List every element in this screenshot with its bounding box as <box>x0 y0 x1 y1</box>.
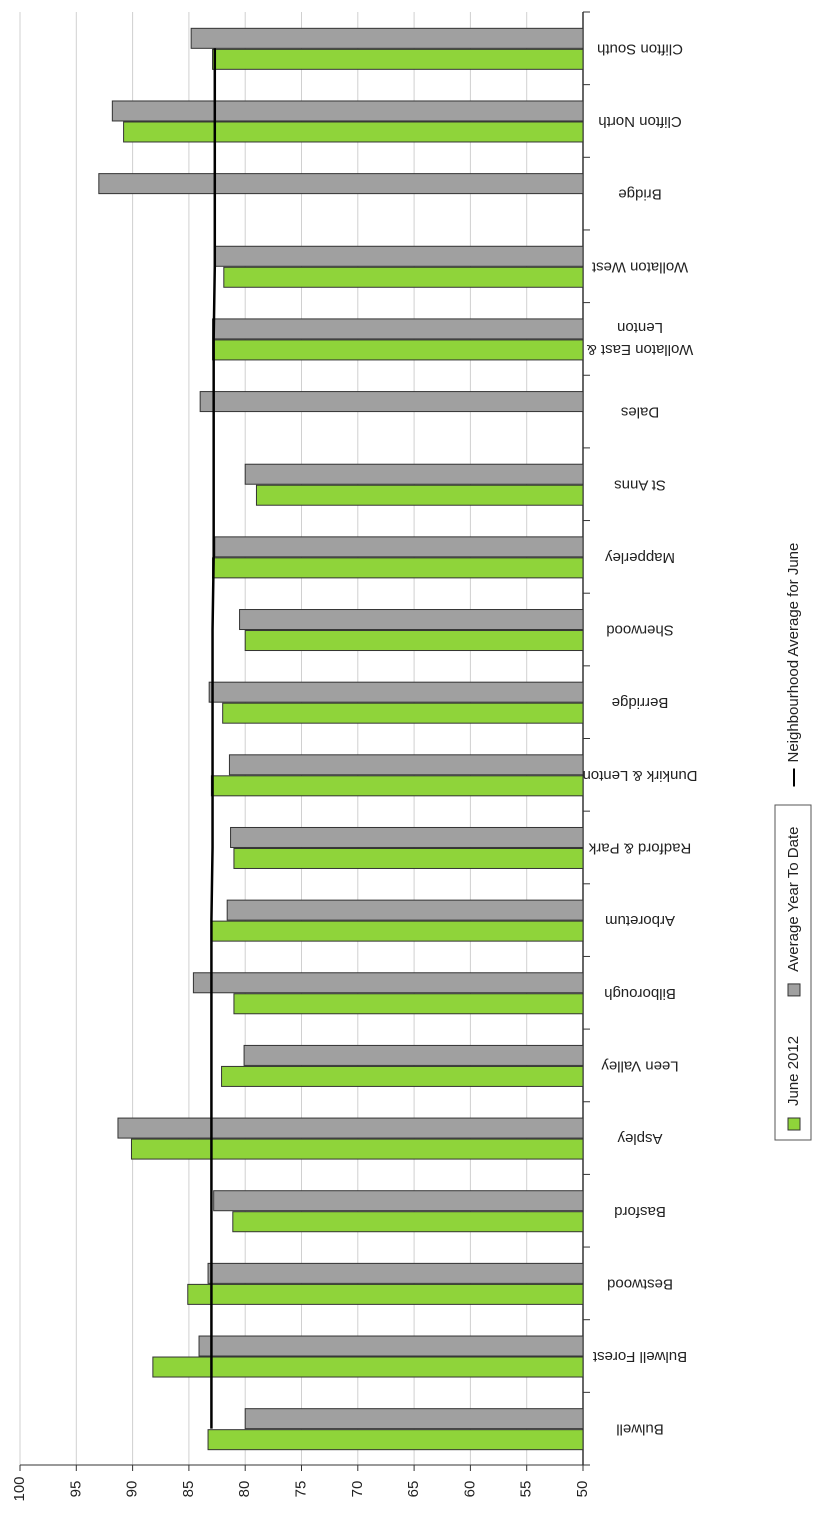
x-tick-label: Basford <box>614 1203 666 1220</box>
bar <box>198 1335 584 1357</box>
bar <box>239 609 584 631</box>
y-tick-label: 70 <box>349 1481 366 1498</box>
bar <box>208 681 584 703</box>
bar <box>117 1117 584 1139</box>
bar <box>243 1044 584 1066</box>
bar <box>111 100 584 122</box>
bar <box>98 173 584 195</box>
y-tick-label: 75 <box>292 1481 309 1498</box>
x-tick-label: Clifton South <box>597 40 683 57</box>
x-tick-label: Radford & Park <box>588 840 691 857</box>
x-tick-label: Clifton North <box>598 113 681 130</box>
y-tick-label: 90 <box>124 1481 141 1498</box>
bar <box>207 1429 584 1451</box>
bar <box>226 899 584 921</box>
bar <box>123 121 584 143</box>
x-tick-label: Arboretum <box>605 912 675 929</box>
x-tick-label: Leen Valley <box>601 1057 679 1074</box>
bar <box>233 847 584 869</box>
x-tick-label: Wollaton West <box>591 258 688 275</box>
bar <box>228 754 584 776</box>
y-tick-label: 60 <box>461 1481 478 1498</box>
x-tick-label: St Anns <box>614 476 666 493</box>
legend-label: Neighbourhood Average for June <box>785 543 802 763</box>
x-tick-label: Sherwood <box>606 622 674 639</box>
bar <box>214 245 584 267</box>
legend-swatch <box>787 1117 801 1131</box>
bar <box>255 484 584 506</box>
bar <box>221 1065 584 1087</box>
bar <box>244 463 584 485</box>
legend-box <box>774 804 812 1141</box>
bar <box>232 1211 584 1233</box>
y-tick-label: 100 <box>11 1476 28 1501</box>
legend-label: June 2012 <box>785 1036 802 1106</box>
bar <box>187 1283 584 1305</box>
x-tick-label: Wollaton East &Lenton <box>587 319 693 358</box>
bar <box>230 826 584 848</box>
bar <box>199 391 584 413</box>
bar <box>152 1356 584 1378</box>
y-tick-label: 65 <box>405 1481 422 1498</box>
bar <box>212 339 584 361</box>
legend-label: Average Year To Date <box>785 827 802 972</box>
bar <box>244 1408 584 1430</box>
y-tick-label: 55 <box>518 1481 535 1498</box>
x-tick-label: Dales <box>621 404 659 421</box>
x-tick-label: Aspley <box>617 1130 663 1147</box>
bar <box>210 775 584 797</box>
x-tick-label: Dunkirk & Lenton <box>582 767 697 784</box>
bar <box>207 1262 584 1284</box>
bar <box>213 1190 584 1212</box>
y-tick-label: 95 <box>67 1481 84 1498</box>
y-tick-label: 80 <box>236 1481 253 1498</box>
x-tick-label: Bulwell Forest <box>592 1348 687 1365</box>
bar <box>210 920 584 942</box>
bar <box>212 48 584 70</box>
bar <box>214 536 584 558</box>
bar <box>212 318 584 340</box>
y-tick-label: 85 <box>180 1481 197 1498</box>
x-tick-label: Bulwell <box>616 1421 664 1438</box>
y-tick-label: 50 <box>574 1481 591 1498</box>
bar <box>222 702 584 724</box>
bar <box>233 993 584 1015</box>
x-tick-label: Bridge <box>618 186 661 203</box>
x-tick-label: Mapperley <box>604 549 675 566</box>
x-tick-label: Berridge <box>612 694 669 711</box>
bar <box>212 557 584 579</box>
bar <box>130 1138 584 1160</box>
legend-swatch <box>787 983 801 997</box>
x-tick-label: Bestwood <box>607 1275 673 1292</box>
line <box>210 48 217 1429</box>
x-tick-label: Bilborough <box>604 985 676 1002</box>
bar <box>223 266 584 288</box>
bar <box>244 630 584 652</box>
bar <box>192 972 584 994</box>
bar <box>190 27 584 49</box>
